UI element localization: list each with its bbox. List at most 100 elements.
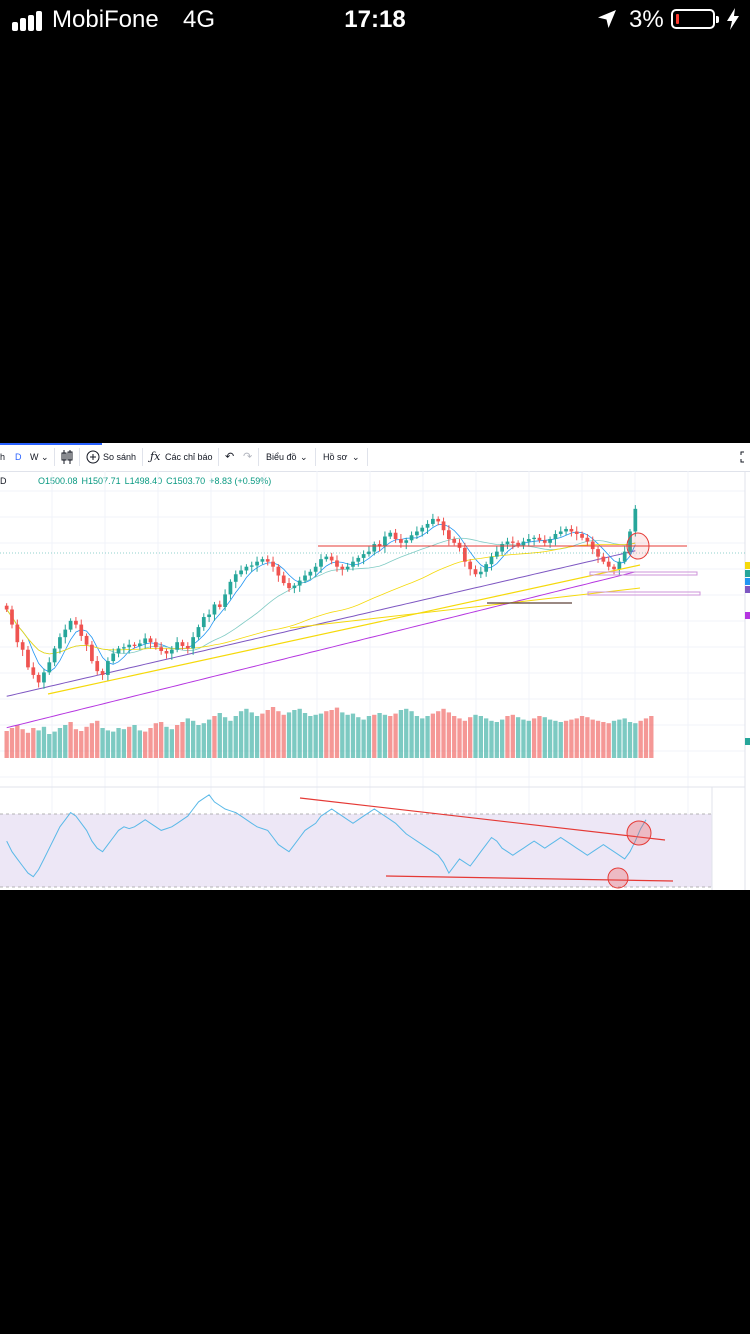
volume-bar: [377, 713, 382, 758]
location-arrow-icon: [598, 10, 616, 28]
candle-body: [393, 532, 398, 540]
interval-chevron-down-icon[interactable]: ⌄: [41, 452, 49, 462]
volume-bar: [430, 713, 436, 758]
active-tab-indicator: [0, 443, 102, 445]
rsi-support-line: [385, 875, 674, 882]
candle-body: [4, 605, 9, 610]
volume-bar: [25, 732, 31, 758]
template-button[interactable]: Hồ sơ: [323, 452, 348, 462]
volume-bar: [483, 718, 489, 758]
candle-body: [345, 566, 350, 570]
volume-bar: [308, 716, 313, 758]
candle-body: [351, 561, 355, 567]
toolbar-divider: [367, 448, 368, 466]
volume-bar: [286, 712, 292, 758]
candle-body: [510, 541, 515, 543]
candle-body: [79, 624, 84, 636]
zone-box: [587, 591, 701, 596]
candle-body: [489, 556, 494, 565]
trendline-yellow-2: [289, 587, 641, 629]
volume-bar: [222, 717, 228, 758]
candle-body: [185, 645, 190, 649]
volume-bar: [393, 713, 398, 758]
volume-bar: [190, 720, 196, 758]
volume-bar: [366, 716, 372, 758]
chevron-down-icon[interactable]: ⌄: [300, 452, 308, 462]
volume-bar: [601, 722, 606, 758]
candle-body: [132, 644, 137, 646]
volume-bar: [547, 719, 553, 758]
rsi-highlight-circle: [607, 867, 629, 889]
volume-bar: [270, 707, 276, 758]
battery-icon: [671, 9, 719, 29]
chevron-down-icon[interactable]: ⌄: [352, 452, 360, 462]
candle-body: [137, 643, 142, 646]
candle-body: [68, 620, 73, 630]
candle-body: [633, 508, 638, 532]
interval-week-button[interactable]: W: [30, 452, 39, 462]
legend-low: L1498.40: [124, 476, 163, 486]
volume-bar: [361, 719, 366, 758]
fullscreen-icon[interactable]: [740, 451, 750, 463]
candle-body: [111, 653, 116, 662]
candle-body: [228, 581, 233, 595]
status-bar: MobiFone 4G 17:18 3%: [0, 0, 750, 40]
volume-bar: [143, 731, 148, 758]
volume-bar: [217, 713, 222, 758]
volume-bar: [329, 710, 334, 758]
volume-bar: [174, 725, 180, 758]
candle-body: [159, 647, 164, 651]
candle-body: [441, 521, 446, 531]
candle-body: [420, 527, 425, 532]
indicators-button[interactable]: Các chỉ báo: [165, 452, 213, 462]
volume-bar: [340, 712, 345, 758]
volume-bar: [627, 722, 633, 758]
fx-icon[interactable]: ƒx: [150, 450, 161, 463]
toolbar-divider: [315, 448, 316, 466]
ohlc-legend: O1500.08 H1507.71 L1498.40 C1503.70 +8.83 (+…: [38, 476, 275, 486]
candle-body: [265, 559, 270, 562]
volume-bar: [649, 716, 654, 758]
candle-body: [537, 537, 542, 541]
volume-bar: [292, 710, 297, 758]
volume-bar: [563, 720, 569, 758]
volume-bar: [41, 726, 47, 758]
candle-body: [143, 638, 148, 644]
candle-body: [377, 544, 382, 547]
volume-bar: [137, 730, 143, 758]
redo-icon[interactable]: ↷: [243, 451, 253, 463]
chart-toolbar: h D W ⌄ So sánh ƒx Các chỉ báo ↶ ↷ Biểu …: [0, 443, 750, 472]
undo-icon[interactable]: ↶: [225, 451, 235, 463]
volume-bar: [127, 726, 132, 758]
candle-body: [196, 627, 201, 638]
chart-type-button[interactable]: Biểu đồ: [266, 452, 297, 462]
volume-bar: [595, 720, 601, 758]
candle-body: [63, 629, 68, 638]
volume-bar: [356, 717, 361, 758]
volume-bar: [324, 711, 329, 758]
candle-body: [281, 575, 286, 584]
chart-panel: h D W ⌄ So sánh ƒx Các chỉ báo ↶ ↷ Biểu …: [0, 443, 750, 890]
interval-day-button[interactable]: D: [15, 452, 22, 462]
volume-bar: [4, 731, 9, 758]
battery-percent: 3%: [629, 6, 664, 33]
candle-body: [383, 536, 387, 547]
candle-body: [500, 544, 505, 552]
candle-body: [169, 649, 174, 654]
price-chart[interactable]: [0, 443, 750, 890]
interval-hour-button[interactable]: h: [0, 452, 6, 462]
candlestick-icon[interactable]: [61, 449, 73, 465]
candle-body: [201, 617, 206, 628]
candle-body: [473, 569, 478, 575]
volume-bar: [452, 716, 457, 758]
candle-body: [95, 661, 100, 672]
volume-bar: [334, 707, 340, 758]
plus-circle-icon[interactable]: [86, 450, 100, 464]
candle-body: [457, 542, 462, 548]
volume-bar: [206, 719, 212, 758]
candle-body: [388, 532, 393, 537]
candle-body: [153, 642, 158, 648]
compare-button[interactable]: So sánh: [103, 452, 137, 462]
candle-body: [249, 565, 254, 567]
volume-bar: [36, 730, 41, 758]
